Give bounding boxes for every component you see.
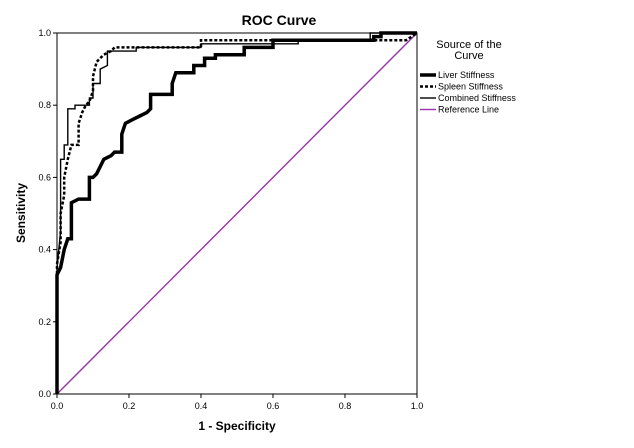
y-tick-label: 0.8: [38, 100, 51, 110]
y-axis: 0.0 0.2 0.4 0.6 0.8 1.0: [38, 28, 57, 399]
x-tick-label: 0.8: [339, 401, 352, 411]
legend: Source of the Curve Liver Stiffness Splee…: [420, 39, 516, 115]
legend-title-line1: Source of the: [436, 39, 501, 51]
y-tick-label: 0.4: [38, 245, 51, 255]
x-axis-label: 1 - Specificity: [198, 419, 276, 433]
x-axis: 0.0 0.2 0.4 0.6 0.8 1.0: [51, 394, 424, 411]
series-layer: [55, 31, 418, 395]
legend-label: Combined Stiffness: [438, 93, 516, 103]
x-tick-label: 0.2: [123, 401, 136, 411]
legend-label: Spleen Stiffness: [438, 82, 503, 92]
legend-label: Liver Stiffness: [438, 70, 495, 80]
y-tick-label: 0.0: [38, 389, 51, 399]
x-tick-label: 0.0: [51, 401, 64, 411]
y-tick-label: 1.0: [38, 28, 51, 38]
x-tick-label: 1.0: [411, 401, 424, 411]
chart-title: ROC Curve: [242, 12, 317, 28]
series-liver-stiffness-line: [55, 31, 417, 394]
y-tick-label: 0.6: [38, 172, 51, 182]
legend-title-line2: Curve: [454, 50, 483, 62]
y-axis-label: Sensitivity: [14, 183, 28, 243]
x-tick-label: 0.4: [195, 401, 208, 411]
x-tick-label: 0.6: [267, 401, 280, 411]
y-tick-label: 0.2: [38, 317, 51, 327]
series-combined-stiffness-line: [56, 32, 417, 394]
series-reference-line-line: [56, 32, 418, 395]
legend-label: Reference Line: [438, 105, 499, 115]
